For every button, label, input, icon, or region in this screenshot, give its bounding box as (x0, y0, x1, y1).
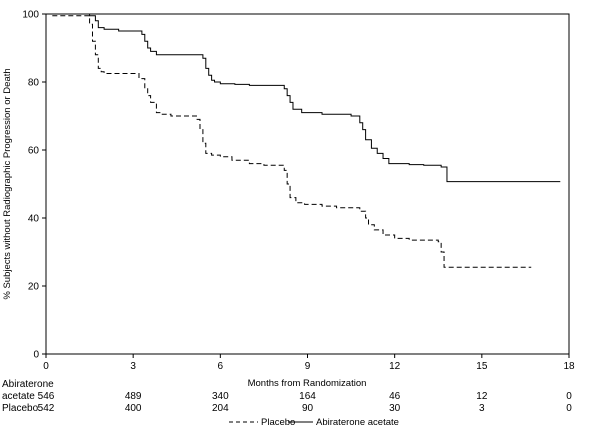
series-line-abiraterone-acetate (46, 13, 561, 183)
risk-count-row0-col0: 546 (38, 391, 55, 402)
y-tick-label-2: 40 (28, 214, 40, 225)
x-tick-label-1: 3 (130, 361, 136, 372)
series-line-placebo (46, 13, 532, 268)
risk-count-row0-col6: 0 (566, 391, 572, 402)
y-tick-label-5: 100 (22, 10, 39, 21)
risk-count-row0-col1: 489 (125, 391, 142, 402)
risk-row-label-abiraterone-line2: acetate (2, 391, 35, 402)
series-group (46, 13, 561, 268)
y-tick-label-3: 60 (28, 146, 40, 157)
x-tick-label-0: 0 (43, 361, 49, 372)
plot-frame (45, 13, 570, 355)
x-axis-title: Months from Randomization (248, 378, 367, 389)
risk-count-row1-col4: 30 (389, 403, 401, 414)
y-tick-label-0: 0 (33, 350, 39, 361)
y-tick-label-4: 80 (28, 78, 40, 89)
risk-count-row1-col1: 400 (125, 403, 142, 414)
x-tick-label-2: 6 (218, 361, 224, 372)
x-tick-label-5: 15 (476, 361, 488, 372)
risk-count-row0-col4: 46 (389, 391, 401, 402)
risk-count-row1-col0: 542 (38, 403, 55, 414)
legend: Placebo Abiraterone acetate (229, 417, 399, 428)
x-tick-label-3: 9 (305, 361, 311, 372)
risk-row-label-abiraterone-line1: Abiraterone (2, 379, 54, 390)
risk-count-row1-col2: 204 (212, 403, 229, 414)
legend-placebo-label: Placebo (261, 417, 295, 428)
risk-count-row0-col3: 164 (299, 391, 316, 402)
risk-count-row0-col5: 12 (476, 391, 488, 402)
risk-count-row1-col3: 90 (302, 403, 314, 414)
x-tick-label-4: 12 (389, 361, 401, 372)
risk-row-label-placebo: Placebo (2, 403, 39, 414)
y-axis-title: % Subjects without Radiographic Progress… (2, 68, 13, 299)
risk-count-row0-col2: 340 (212, 391, 229, 402)
risk-count-row1-col6: 0 (566, 403, 572, 414)
x-axis-ticks: 0 3 6 9 12 15 18 (43, 354, 575, 372)
y-tick-label-1: 20 (28, 282, 40, 293)
legend-abiraterone-label: Abiraterone acetate (316, 417, 399, 428)
risk-count-row1-col5: 3 (479, 403, 485, 414)
y-axis-ticks: 0 20 40 60 80 100 (22, 10, 46, 361)
x-tick-label-6: 18 (563, 361, 575, 372)
